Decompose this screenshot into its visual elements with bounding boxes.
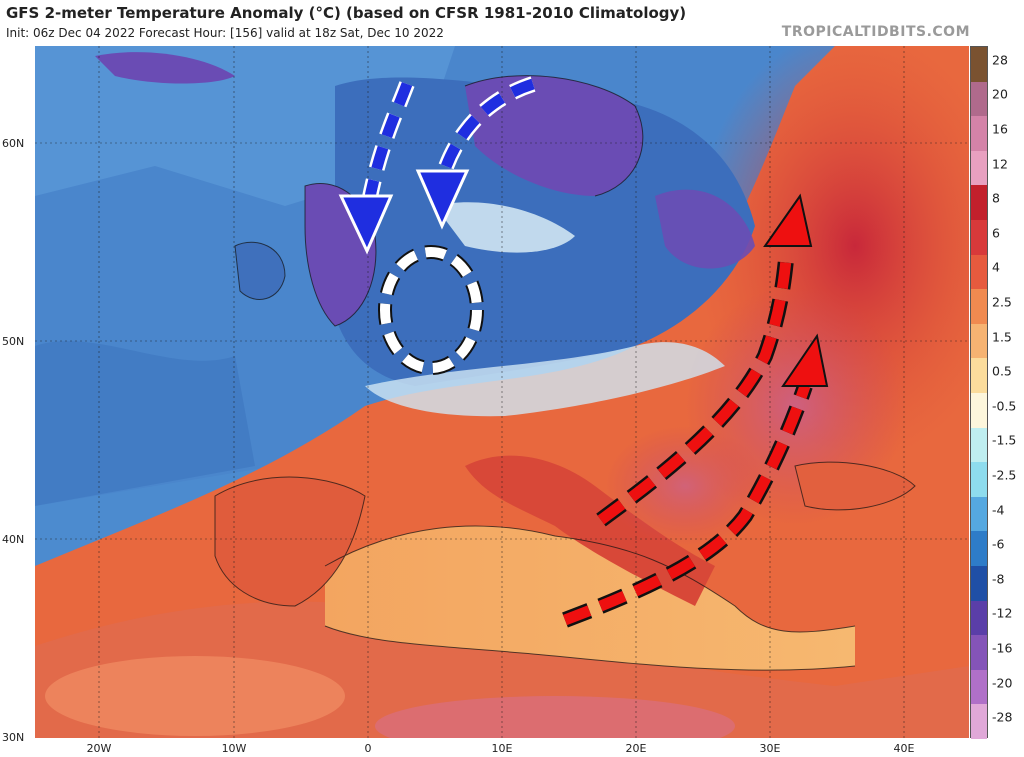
legend-tick-label: -12 [992, 605, 1013, 621]
legend-swatch [971, 600, 987, 636]
legend-swatch [971, 704, 987, 740]
lon-label-10w: 10W [221, 742, 247, 755]
red-arrowhead-north-icon [763, 193, 813, 247]
legend-swatch [971, 116, 987, 152]
lon-label-30e: 30E [759, 742, 781, 755]
map-title: GFS 2-meter Temperature Anomaly (°C) (ba… [6, 4, 687, 22]
map-subtitle: Init: 06z Dec 04 2022 Forecast Hour: [15… [6, 26, 444, 40]
scandinavia-region [465, 75, 643, 196]
cold-flow-arrows [338, 76, 536, 255]
legend-swatch [971, 81, 987, 117]
legend-swatch [971, 358, 987, 394]
legend-tick-label: 2.5 [992, 294, 1012, 310]
legend-tick-label: -1.5 [992, 432, 1017, 448]
coastlines [214, 75, 916, 671]
red-arrowhead-east-icon [781, 333, 829, 387]
legend-swatch [971, 150, 987, 186]
legend-tick-label: -4 [992, 502, 1005, 518]
legend-swatch [971, 47, 987, 83]
legend-tick-label: -28 [992, 709, 1013, 725]
legend-tick-label: -2.5 [992, 467, 1017, 483]
legend-tick-label: 8 [992, 190, 1000, 206]
color-legend-bar [970, 46, 988, 740]
legend-swatch [971, 427, 987, 463]
legend-swatch [971, 566, 987, 602]
blue-arrowhead-left-icon [338, 194, 394, 255]
legend-tick-label: -16 [992, 640, 1013, 656]
lat-label-30n: 30N [2, 731, 25, 744]
legend-tick-label: 16 [992, 121, 1008, 137]
graticule [35, 46, 969, 738]
legend-swatch [971, 393, 987, 429]
lon-label-20e: 20E [625, 742, 647, 755]
legend-tick-label: -8 [992, 571, 1005, 587]
brand-watermark: TROPICALTIDBITS.COM [781, 24, 970, 40]
highlight-circle [380, 247, 482, 373]
legend-tick-label: -0.5 [992, 398, 1017, 414]
legend-tick-label: 12 [992, 156, 1008, 172]
legend-tick-label: 0.5 [992, 363, 1012, 379]
legend-swatch [971, 531, 987, 567]
legend-swatch [971, 635, 987, 671]
lon-label-40e: 40E [893, 742, 915, 755]
legend-tick-label: -6 [992, 536, 1005, 552]
temperature-anomaly-map [35, 46, 969, 738]
legend-swatch [971, 185, 987, 221]
legend-swatch [971, 496, 987, 532]
legend-swatch [971, 323, 987, 359]
legend-tick-label: 28 [992, 52, 1008, 68]
mediterranean-sea [325, 526, 855, 671]
lat-label-40n: 40N [2, 533, 25, 546]
lon-label-10e: 10E [491, 742, 513, 755]
legend-swatch [971, 220, 987, 256]
warm-flow-arrows [562, 193, 829, 628]
legend-tick-label: 4 [992, 259, 1000, 275]
legend-tick-label: 20 [992, 86, 1008, 102]
blue-arrowhead-right-icon [415, 169, 470, 230]
lat-label-50n: 50N [2, 335, 25, 348]
legend-swatch [971, 289, 987, 325]
lon-label-20w: 20W [86, 742, 112, 755]
iberia-region [215, 477, 365, 606]
lon-label-0: 0 [364, 742, 372, 755]
legend-swatch [971, 254, 987, 290]
legend-tick-label: 6 [992, 225, 1000, 241]
legend-swatch [971, 669, 987, 705]
legend-swatch [971, 462, 987, 498]
legend-tick-label: 1.5 [992, 329, 1012, 345]
legend-tick-label: -20 [992, 675, 1013, 691]
lat-label-60n: 60N [2, 137, 25, 150]
